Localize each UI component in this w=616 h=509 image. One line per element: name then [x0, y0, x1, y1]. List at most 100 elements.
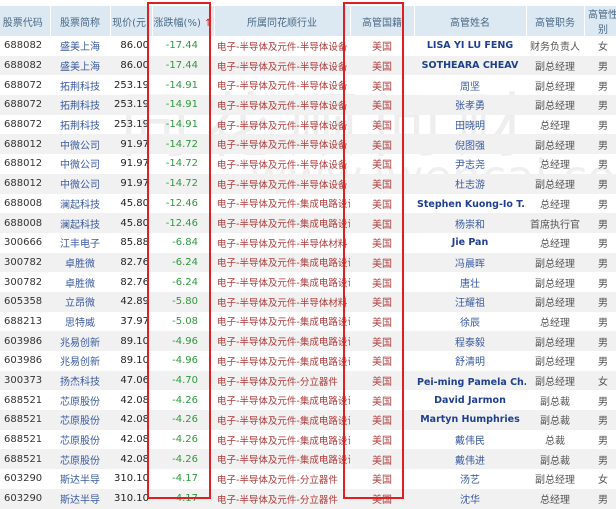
executive-name-link-text[interactable]: 唐壮	[460, 278, 480, 290]
stock-name-link-text[interactable]: 扬杰科技	[60, 377, 100, 389]
table-row[interactable]: 688521 芯原股份 42.08 -4.26 电子-半导体及元件-集成电路设计 美国 Da…	[0, 390, 616, 410]
table-row[interactable]: 688072 拓荆科技 253.19 -14.91 电子-半导体及元件-半导体设备 美国 周…	[0, 75, 616, 95]
stock-name-link-text[interactable]: 立昂微	[65, 298, 95, 310]
stock-name-link-text[interactable]: 斯达半导	[60, 475, 100, 487]
industry[interactable]: 电子-半导体及元件-半导体材料	[214, 233, 350, 253]
stock-name-link-text[interactable]: 中微公司	[60, 160, 100, 172]
industry-text[interactable]: 电子-半导体及元件-集成电路设计	[217, 455, 350, 467]
executive-name-link-text[interactable]: Martyn Humphries	[420, 414, 520, 426]
executive-name-link-text[interactable]: 程泰毅	[455, 337, 485, 349]
industry-text[interactable]: 电子-半导体及元件-半导体设备	[217, 41, 348, 53]
stock-name-link[interactable]: 中微公司	[50, 134, 110, 155]
table-row[interactable]: 603986 兆易创新 89.10 -4.96 电子-半导体及元件-集成电路设计 美国 舒清…	[0, 351, 616, 371]
industry[interactable]: 电子-半导体及元件-分立器件	[214, 469, 350, 489]
executive-name-link-text[interactable]: 舒清明	[455, 357, 485, 369]
executive-name-link[interactable]: 倪图强	[414, 134, 526, 155]
col-header-industry[interactable]: 所属同花顺行业	[214, 6, 351, 36]
industry-text[interactable]: 电子-半导体及元件-半导体设备	[217, 81, 348, 93]
col-header-code[interactable]: 股票代码	[0, 6, 51, 36]
stock-name-link-text[interactable]: 卓胜微	[65, 258, 95, 270]
industry-text[interactable]: 电子-半导体及元件-集成电路设计	[217, 219, 350, 231]
stock-name-link[interactable]: 盛美上海	[50, 55, 110, 76]
table-row[interactable]: 688213 思特威 37.97 -5.08 电子-半导体及元件-集成电路设计 美国 徐辰 总…	[0, 312, 616, 332]
executive-name-link-text[interactable]: 冯晨晖	[455, 258, 485, 270]
executive-name-link[interactable]: 徐辰	[414, 312, 526, 332]
executive-name-link[interactable]: Stephen Kuong-Io T...展开	[414, 194, 526, 214]
industry-text[interactable]: 电子-半导体及元件-半导体设备	[217, 179, 348, 191]
industry[interactable]: 电子-半导体及元件-半导体设备	[214, 173, 350, 194]
executive-name-link[interactable]: Jie Pan	[414, 233, 526, 253]
industry-text[interactable]: 电子-半导体及元件-集成电路设计	[217, 199, 350, 211]
stock-name-link[interactable]: 扬杰科技	[50, 370, 110, 391]
stock-name-link[interactable]: 兆易创新	[50, 351, 110, 371]
stock-name-link-text[interactable]: 芯原股份	[60, 436, 100, 448]
stock-name-link-text[interactable]: 盛美上海	[60, 42, 100, 54]
stock-name-link-text[interactable]: 中微公司	[60, 140, 100, 152]
industry-text[interactable]: 电子-半导体及元件-集成电路设计	[217, 356, 350, 368]
executive-name-link[interactable]: SOTHEARA CHEAV	[414, 55, 526, 76]
industry-text[interactable]: 电子-半导体及元件-半导体设备	[217, 61, 348, 73]
stock-name-link[interactable]: 中微公司	[50, 154, 110, 174]
stock-name-link-text[interactable]: 中微公司	[60, 180, 100, 192]
stock-name-link-text[interactable]: 卓胜微	[65, 278, 95, 290]
table-row[interactable]: 688072 拓荆科技 253.19 -14.91 电子-半导体及元件-半导体设备 美国 张…	[0, 95, 616, 115]
stock-name-link[interactable]: 思特威	[50, 312, 110, 332]
stock-name-link-text[interactable]: 澜起科技	[60, 199, 100, 211]
industry[interactable]: 电子-半导体及元件-半导体设备	[214, 154, 350, 174]
table-row[interactable]: 300666 江丰电子 85.88 -6.84 电子-半导体及元件-半导体材料 美国 Jie…	[0, 233, 616, 253]
executive-name-link-text[interactable]: Stephen Kuong-Io T...	[417, 199, 526, 211]
executive-name-link-text[interactable]: 沈华	[460, 495, 480, 507]
table-row[interactable]: 300782 卓胜微 82.76 -6.24 电子-半导体及元件-集成电路设计 美国 唐壮 副…	[0, 272, 616, 292]
table-row[interactable]: 688072 拓荆科技 253.19 -14.91 电子-半导体及元件-半导体设备 美国 田…	[0, 115, 616, 135]
stock-name-link[interactable]: 卓胜微	[50, 252, 110, 273]
industry-text[interactable]: 电子-半导体及元件-半导体材料	[217, 238, 348, 250]
stock-name-link-text[interactable]: 芯原股份	[60, 416, 100, 428]
industry[interactable]: 电子-半导体及元件-集成电路设计	[214, 331, 350, 351]
table-row[interactable]: 688521 芯原股份 42.08 -4.26 电子-半导体及元件-集成电路设计 美国 戴伟…	[0, 430, 616, 450]
industry-text[interactable]: 电子-半导体及元件-集成电路设计	[217, 415, 350, 427]
stock-name-link[interactable]: 拓荆科技	[50, 75, 110, 95]
industry-text[interactable]: 电子-半导体及元件-集成电路设计	[217, 396, 350, 408]
stock-name-link-text[interactable]: 拓荆科技	[60, 101, 100, 113]
industry[interactable]: 电子-半导体及元件-集成电路设计	[214, 430, 350, 450]
industry-text[interactable]: 电子-半导体及元件-半导体设备	[217, 159, 348, 171]
stock-name-link[interactable]: 盛美上海	[50, 36, 110, 56]
executive-name-link[interactable]: 冯晨晖	[414, 252, 526, 273]
stock-name-link[interactable]: 芯原股份	[50, 390, 110, 410]
table-row[interactable]: 688521 芯原股份 42.08 -4.26 电子-半导体及元件-集成电路设计 美国 Ma…	[0, 410, 616, 430]
industry-text[interactable]: 电子-半导体及元件-集成电路设计	[217, 337, 350, 349]
executive-name-link-text[interactable]: 张孝勇	[455, 101, 485, 113]
executive-name-link[interactable]: Martyn Humphries	[414, 410, 526, 430]
stock-name-link-text[interactable]: 拓荆科技	[60, 81, 100, 93]
col-header-name[interactable]: 股票简称	[50, 6, 111, 36]
stock-name-link[interactable]: 拓荆科技	[50, 115, 110, 135]
industry-text[interactable]: 电子-半导体及元件-分立器件	[217, 494, 338, 506]
executive-name-link-text[interactable]: 汪耀祖	[455, 298, 485, 310]
col-header-change[interactable]: 涨跌幅(%) ↑	[152, 6, 215, 36]
stock-name-link[interactable]: 芯原股份	[50, 449, 110, 470]
stock-name-link-text[interactable]: 盛美上海	[60, 62, 100, 74]
table-row[interactable]: 688008 澜起科技 45.80 -12.46 电子-半导体及元件-集成电路设计 美国 S…	[0, 194, 616, 214]
table-row[interactable]: 688008 澜起科技 45.80 -12.46 电子-半导体及元件-集成电路设计 美国 杨…	[0, 213, 616, 233]
industry[interactable]: 电子-半导体及元件-集成电路设计	[214, 194, 350, 214]
stock-name-link[interactable]: 立昂微	[50, 291, 110, 312]
executive-name-link-text[interactable]: 徐辰	[460, 317, 480, 329]
executive-name-link-text[interactable]: 周坚	[460, 81, 480, 93]
industry-text[interactable]: 电子-半导体及元件-集成电路设计	[217, 435, 350, 447]
executive-name-link[interactable]: 戴伟民	[414, 430, 526, 450]
col-header-role[interactable]: 高管职务	[526, 6, 585, 36]
table-row[interactable]: 688012 中微公司 91.97 -14.72 电子-半导体及元件-半导体设备 美国 尹志…	[0, 154, 616, 174]
industry[interactable]: 电子-半导体及元件-分立器件	[214, 370, 350, 391]
industry-text[interactable]: 电子-半导体及元件-半导体设备	[217, 120, 348, 132]
executive-name-link-text[interactable]: 戴伟进	[455, 455, 485, 467]
industry-text[interactable]: 电子-半导体及元件-集成电路设计	[217, 317, 350, 329]
industry[interactable]: 电子-半导体及元件-集成电路设计	[214, 272, 350, 292]
executive-name-link-text[interactable]: Jie Pan	[451, 237, 489, 249]
industry[interactable]: 电子-半导体及元件-半导体设备	[214, 95, 350, 115]
stock-name-link-text[interactable]: 芯原股份	[60, 455, 100, 467]
stock-name-link[interactable]: 芯原股份	[50, 410, 110, 430]
executive-name-link[interactable]: David Jarmon	[414, 390, 526, 410]
industry[interactable]: 电子-半导体及元件-半导体设备	[214, 115, 350, 135]
executive-name-link[interactable]: Pei-ming Pamela Ch...展开	[414, 370, 526, 391]
stock-name-link[interactable]: 江丰电子	[50, 233, 110, 253]
